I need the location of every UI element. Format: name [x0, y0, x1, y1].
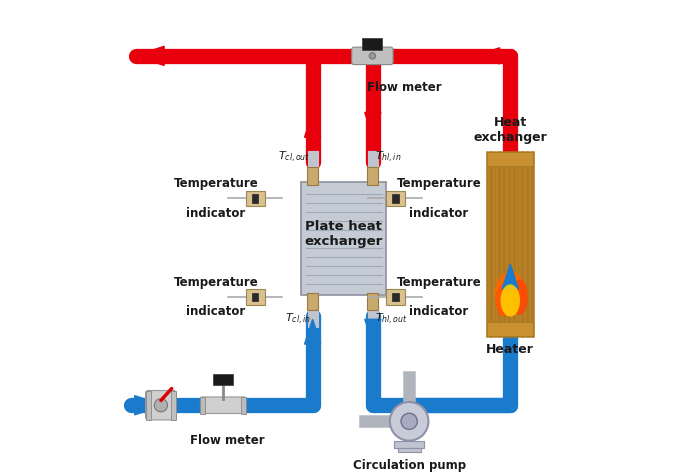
Text: Plate heat
exchanger: Plate heat exchanger	[305, 220, 383, 248]
Text: indicator: indicator	[186, 207, 246, 219]
Circle shape	[369, 53, 375, 59]
FancyBboxPatch shape	[213, 374, 233, 385]
Polygon shape	[365, 113, 381, 137]
Text: $T_{cl,in}$: $T_{cl,in}$	[284, 312, 310, 327]
FancyBboxPatch shape	[200, 397, 205, 413]
Text: indicator: indicator	[186, 306, 246, 318]
FancyBboxPatch shape	[171, 391, 176, 420]
FancyBboxPatch shape	[252, 194, 258, 202]
Text: indicator: indicator	[410, 306, 469, 318]
FancyBboxPatch shape	[393, 194, 399, 202]
Polygon shape	[305, 113, 321, 137]
Ellipse shape	[512, 280, 528, 315]
Ellipse shape	[495, 272, 526, 316]
FancyBboxPatch shape	[252, 293, 258, 301]
Bar	[487, 152, 534, 166]
Ellipse shape	[496, 284, 510, 316]
FancyBboxPatch shape	[245, 289, 265, 305]
Polygon shape	[365, 319, 381, 344]
Bar	[395, 441, 424, 447]
Circle shape	[390, 402, 428, 441]
Bar	[487, 152, 534, 336]
Circle shape	[154, 399, 168, 412]
Ellipse shape	[501, 284, 520, 316]
FancyBboxPatch shape	[145, 391, 176, 420]
Text: Flow meter: Flow meter	[190, 434, 265, 447]
Text: $T_{hl,out}$: $T_{hl,out}$	[375, 312, 408, 327]
Text: Temperature: Temperature	[397, 276, 482, 289]
FancyBboxPatch shape	[307, 167, 318, 184]
FancyBboxPatch shape	[367, 293, 378, 310]
FancyBboxPatch shape	[386, 289, 405, 305]
Text: Temperature: Temperature	[397, 177, 482, 190]
Bar	[487, 323, 534, 336]
FancyBboxPatch shape	[241, 397, 246, 413]
Text: indicator: indicator	[410, 207, 469, 219]
Polygon shape	[135, 396, 164, 415]
FancyBboxPatch shape	[145, 391, 151, 420]
FancyBboxPatch shape	[367, 167, 378, 184]
FancyBboxPatch shape	[362, 38, 382, 50]
FancyBboxPatch shape	[393, 293, 399, 301]
Polygon shape	[135, 46, 164, 65]
FancyBboxPatch shape	[351, 47, 393, 65]
Circle shape	[401, 413, 417, 429]
Text: $T_{hl,in}$: $T_{hl,in}$	[375, 150, 401, 165]
Text: Temperature: Temperature	[174, 177, 258, 190]
Polygon shape	[502, 264, 519, 289]
FancyBboxPatch shape	[245, 191, 265, 206]
FancyBboxPatch shape	[301, 182, 386, 295]
FancyBboxPatch shape	[307, 293, 318, 310]
Text: Flow meter: Flow meter	[367, 81, 442, 94]
Text: Heat
exchanger: Heat exchanger	[473, 116, 547, 144]
FancyBboxPatch shape	[386, 191, 405, 206]
Polygon shape	[475, 48, 500, 64]
Polygon shape	[305, 319, 321, 344]
Text: Heater: Heater	[486, 343, 534, 356]
Text: Circulation pump: Circulation pump	[353, 459, 466, 472]
FancyBboxPatch shape	[201, 397, 245, 413]
Bar	[398, 447, 421, 452]
Text: Temperature: Temperature	[174, 276, 258, 289]
Text: $T_{cl,out}$: $T_{cl,out}$	[278, 150, 310, 165]
